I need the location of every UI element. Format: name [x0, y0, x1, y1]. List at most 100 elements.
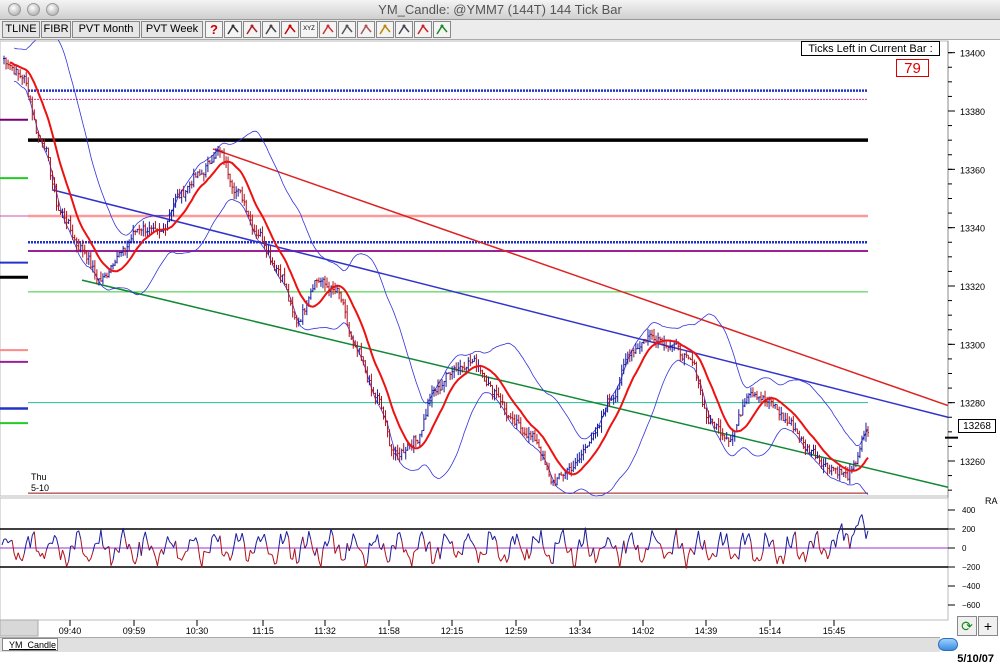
window-minimize-button[interactable] — [27, 3, 40, 16]
oscillator-line — [857, 517, 861, 526]
oscillator-line — [282, 539, 286, 545]
add-button[interactable]: + — [978, 616, 998, 636]
oscillator-line — [257, 536, 261, 542]
oscillator-line — [407, 554, 411, 559]
oscillator-line — [370, 542, 374, 547]
price-tick-label: 13300 — [960, 340, 985, 350]
studies-icon[interactable] — [433, 21, 451, 38]
oscillator-line — [465, 533, 469, 540]
oscillator-line — [383, 543, 387, 555]
oscillator-line — [627, 535, 631, 543]
oscillator-line — [51, 535, 55, 544]
oscillator-line — [249, 549, 253, 554]
angle-icon[interactable] — [338, 21, 356, 38]
oscillator-line — [185, 550, 188, 553]
oscillator-line — [764, 532, 768, 539]
line-chart-icon[interactable] — [414, 21, 432, 38]
window-zoom-button[interactable] — [46, 3, 59, 16]
oscillator-line — [734, 553, 738, 557]
refresh-icon[interactable]: ⟳ — [957, 616, 977, 636]
oscillator-line — [580, 543, 584, 548]
oscillator-line — [215, 537, 219, 543]
oscillator-line — [530, 536, 534, 554]
oscillator-line — [284, 531, 288, 540]
sub-panel-label: RA — [985, 496, 998, 506]
oscillator-line — [118, 538, 122, 553]
oscillator-line — [538, 529, 542, 544]
window-close-button[interactable] — [8, 3, 21, 16]
oscillator-line — [712, 552, 715, 557]
oscillator-line — [195, 537, 199, 544]
oscillator-line — [252, 552, 255, 554]
oscillator-line — [455, 551, 459, 558]
help-icon[interactable]: ? — [205, 21, 223, 38]
oscillator-line — [740, 532, 744, 541]
oscillator-line — [453, 553, 457, 558]
oscillator-line — [324, 541, 328, 547]
price-tick-label: 13260 — [960, 457, 985, 467]
oscillator-line — [439, 545, 443, 560]
oscillator-line — [350, 533, 354, 545]
crosshair-icon[interactable] — [224, 21, 242, 38]
oscillator-line — [274, 562, 277, 565]
time-tick-label: 11:15 — [252, 626, 274, 636]
xyz-icon[interactable]: XYZ — [300, 21, 318, 38]
oscillator-line — [366, 542, 370, 563]
tline-button[interactable]: TLINE — [2, 21, 40, 38]
oscillator-line — [617, 554, 621, 568]
oscillator-line — [504, 554, 508, 563]
oscillator-line — [66, 561, 70, 567]
oscillator-line — [112, 547, 116, 561]
bell-icon[interactable] — [376, 21, 394, 38]
oscillator-line — [804, 553, 808, 563]
oscillator-line — [181, 555, 185, 561]
oscillator-line — [471, 542, 475, 547]
pvt-week-button[interactable]: PVT Week — [141, 21, 203, 38]
scrollbar-thumb[interactable] — [938, 638, 958, 651]
fibr-button[interactable]: FIBR — [41, 21, 71, 38]
pvt-month-button[interactable]: PVT Month — [72, 21, 140, 38]
oscillator-line — [673, 529, 677, 540]
oscillator-line — [150, 545, 154, 551]
bar-chart-icon[interactable] — [319, 21, 337, 38]
close-x-icon[interactable] — [281, 21, 299, 38]
oscillator-line — [278, 533, 282, 550]
oscillator-line — [609, 539, 613, 547]
oscillator-line — [754, 557, 758, 562]
oscillator-line — [730, 556, 734, 560]
oscillator-line — [189, 539, 192, 541]
price-chart[interactable]: 13400 13380 13360 13340 13320 13300 13280 13260… — [0, 40, 1000, 668]
oscillator-line — [197, 543, 201, 559]
oscillator-line — [647, 542, 651, 551]
person-icon[interactable] — [357, 21, 375, 38]
oscillator-line — [163, 545, 166, 555]
day-label: Thu 5-10 — [31, 472, 49, 494]
oscillator-line — [199, 558, 203, 568]
oscillator-line — [276, 549, 280, 564]
oscillator-line — [564, 543, 568, 553]
osc-tick-label: 200 — [962, 525, 976, 534]
oscillator-line — [508, 541, 512, 558]
oscillator-line — [340, 559, 344, 561]
oscillator-line — [62, 549, 66, 557]
oscillator-line — [110, 560, 114, 566]
oscillator-line — [360, 550, 364, 556]
oscillator-line — [433, 553, 437, 563]
oscillator-line — [776, 556, 780, 564]
trendline-icon[interactable] — [243, 21, 261, 38]
oscillator-line — [445, 536, 449, 541]
chart-tab[interactable]: YM_Candle — [2, 638, 58, 651]
oscillator-line — [82, 552, 86, 557]
oscillator-line — [100, 529, 104, 547]
oscillator-line — [45, 543, 49, 551]
oscillator-line — [667, 551, 671, 554]
oscillator-line — [516, 533, 520, 542]
oscillator-line — [853, 526, 857, 534]
oscillator-line — [467, 533, 471, 540]
oscillator-line — [423, 538, 427, 552]
oscillator-line — [29, 535, 33, 548]
horizontal-scrollbar[interactable] — [0, 637, 940, 652]
grid-icon[interactable] — [395, 21, 413, 38]
oscillator-line — [41, 553, 45, 560]
drawing-tool-icon[interactable] — [262, 21, 280, 38]
